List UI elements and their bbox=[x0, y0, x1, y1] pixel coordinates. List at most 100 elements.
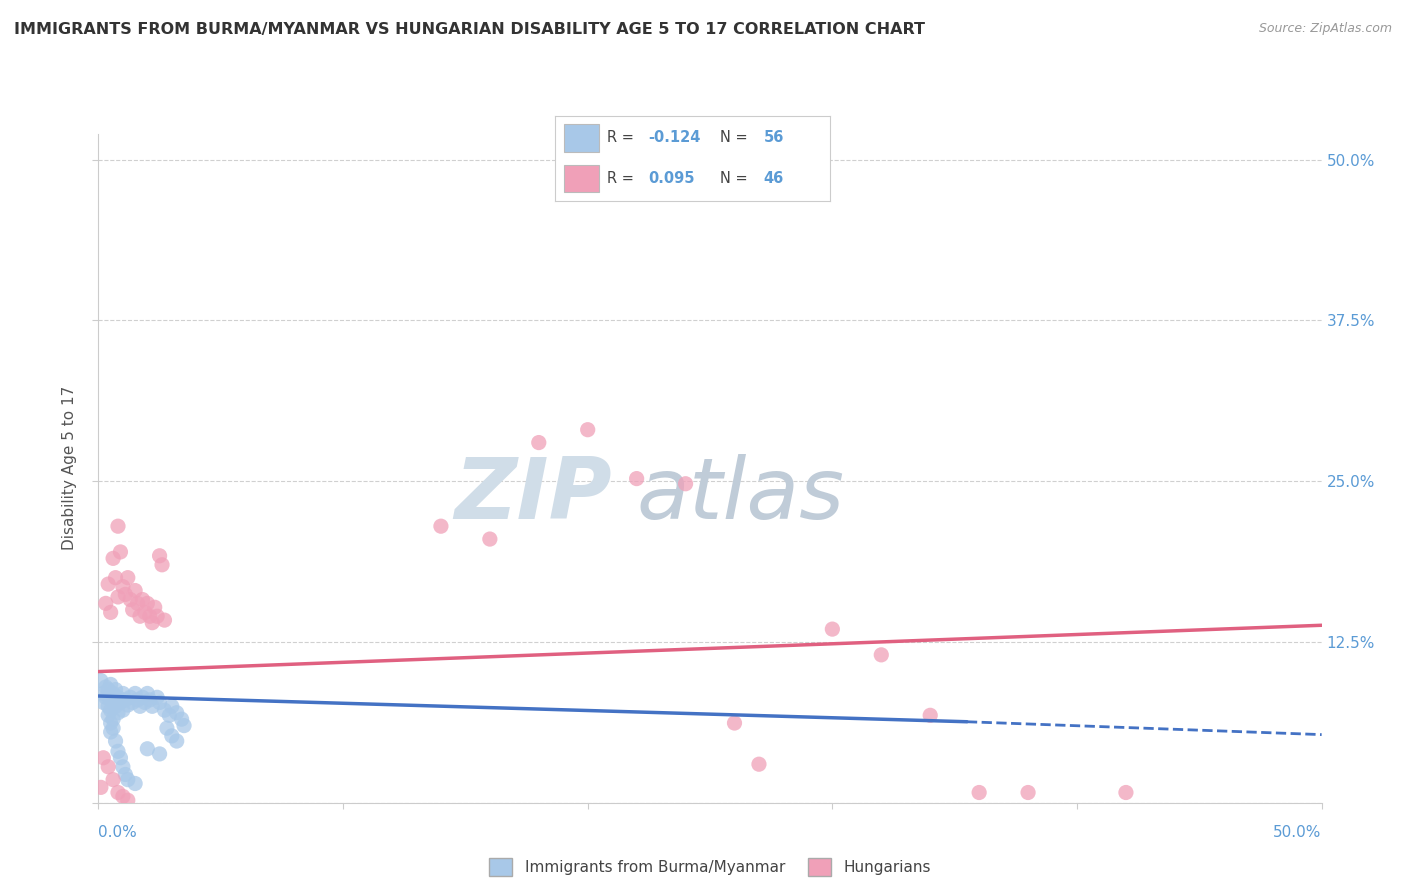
Point bbox=[111, 760, 134, 774]
Point bbox=[173, 718, 195, 732]
Point bbox=[94, 596, 117, 610]
Text: 0.095: 0.095 bbox=[648, 171, 695, 186]
Point bbox=[146, 690, 169, 705]
Point bbox=[124, 583, 146, 598]
Point bbox=[100, 606, 122, 620]
Point bbox=[146, 609, 169, 624]
Point bbox=[134, 606, 156, 620]
Point bbox=[121, 696, 143, 710]
Point bbox=[157, 708, 180, 723]
Point bbox=[91, 696, 114, 710]
Point bbox=[153, 703, 176, 717]
Point bbox=[166, 706, 188, 720]
Point bbox=[120, 690, 142, 705]
Text: R =: R = bbox=[607, 130, 638, 145]
Text: R =: R = bbox=[607, 171, 638, 186]
Text: Source: ZipAtlas.com: Source: ZipAtlas.com bbox=[1258, 22, 1392, 36]
Point bbox=[129, 699, 152, 714]
Y-axis label: Disability Age 5 to 17: Disability Age 5 to 17 bbox=[62, 386, 77, 550]
Point bbox=[675, 476, 697, 491]
Point bbox=[117, 571, 139, 585]
Point bbox=[129, 609, 152, 624]
Point bbox=[131, 690, 153, 705]
Point bbox=[107, 744, 129, 758]
Point bbox=[150, 558, 173, 572]
Text: 56: 56 bbox=[763, 130, 785, 145]
Point bbox=[124, 776, 146, 790]
Point bbox=[141, 615, 163, 630]
Point bbox=[153, 613, 176, 627]
Point bbox=[139, 609, 162, 624]
Point bbox=[101, 686, 124, 700]
Point bbox=[120, 592, 142, 607]
Bar bbox=[564, 124, 599, 152]
Point bbox=[143, 600, 166, 615]
Point bbox=[97, 760, 120, 774]
Point bbox=[870, 648, 893, 662]
Point bbox=[111, 703, 134, 717]
Point bbox=[160, 729, 183, 743]
Point bbox=[104, 699, 127, 714]
Point bbox=[626, 472, 648, 486]
Point bbox=[97, 699, 120, 714]
Point bbox=[91, 751, 114, 765]
Point bbox=[527, 435, 550, 450]
Point bbox=[101, 696, 124, 710]
Point bbox=[114, 587, 136, 601]
Point bbox=[94, 680, 117, 694]
Point bbox=[114, 693, 136, 707]
Point bbox=[134, 696, 156, 710]
Point bbox=[111, 789, 134, 804]
Point bbox=[100, 693, 122, 707]
Point bbox=[149, 747, 172, 761]
Point bbox=[136, 686, 159, 700]
Point bbox=[821, 622, 844, 636]
Point bbox=[97, 708, 120, 723]
Point bbox=[100, 716, 122, 731]
Point bbox=[111, 686, 134, 700]
Text: 50.0%: 50.0% bbox=[1274, 825, 1322, 840]
Point bbox=[97, 682, 120, 697]
Point bbox=[127, 596, 149, 610]
Text: atlas: atlas bbox=[637, 453, 845, 537]
Point bbox=[1017, 785, 1039, 799]
Point bbox=[121, 603, 143, 617]
Point bbox=[478, 532, 501, 546]
Point bbox=[107, 590, 129, 604]
Bar bbox=[564, 165, 599, 192]
Point bbox=[136, 741, 159, 756]
Point bbox=[967, 785, 990, 799]
Point bbox=[141, 699, 163, 714]
Point bbox=[748, 757, 770, 772]
Point bbox=[94, 690, 117, 705]
Point bbox=[101, 551, 124, 566]
Point bbox=[107, 706, 129, 720]
Point bbox=[430, 519, 453, 533]
Point bbox=[127, 693, 149, 707]
Point bbox=[723, 716, 745, 731]
Point bbox=[576, 423, 599, 437]
Point bbox=[107, 690, 129, 705]
Point bbox=[100, 677, 122, 691]
Point bbox=[101, 712, 124, 726]
Text: 46: 46 bbox=[763, 171, 785, 186]
Point bbox=[107, 519, 129, 533]
Point bbox=[170, 712, 193, 726]
Point bbox=[100, 703, 122, 717]
Point bbox=[131, 592, 153, 607]
Point bbox=[97, 577, 120, 591]
Point bbox=[104, 571, 127, 585]
Text: -0.124: -0.124 bbox=[648, 130, 702, 145]
Text: IMMIGRANTS FROM BURMA/MYANMAR VS HUNGARIAN DISABILITY AGE 5 TO 17 CORRELATION CH: IMMIGRANTS FROM BURMA/MYANMAR VS HUNGARI… bbox=[14, 22, 925, 37]
Point bbox=[90, 780, 112, 795]
Point bbox=[117, 698, 139, 712]
Point bbox=[156, 721, 179, 735]
Point bbox=[124, 686, 146, 700]
Point bbox=[104, 682, 127, 697]
Legend: Immigrants from Burma/Myanmar, Hungarians: Immigrants from Burma/Myanmar, Hungarian… bbox=[484, 852, 936, 882]
Point bbox=[104, 734, 127, 748]
Point bbox=[920, 708, 942, 723]
Point bbox=[149, 696, 172, 710]
Point bbox=[149, 549, 172, 563]
Point bbox=[117, 772, 139, 787]
